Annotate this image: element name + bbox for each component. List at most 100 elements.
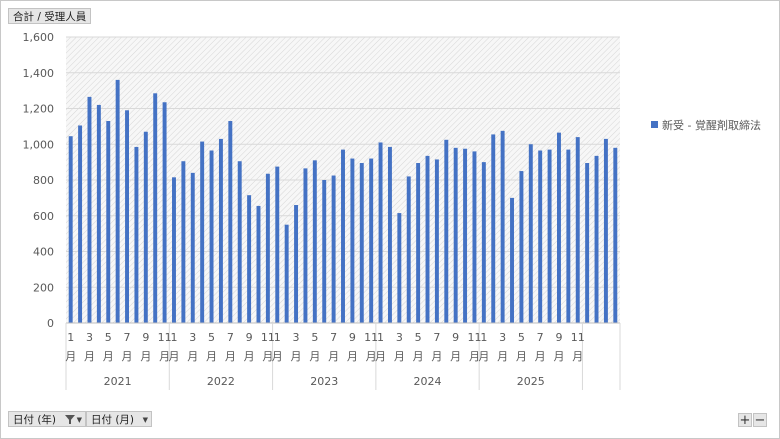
- bar: [200, 141, 205, 323]
- bar: [613, 147, 618, 323]
- month-field-button[interactable]: 日付 (月) ▼: [86, 411, 152, 427]
- legend-series-label: 新受 - 覚醒剤取締法: [662, 119, 761, 132]
- month-unit-label: 月: [244, 350, 255, 363]
- bar: [528, 144, 533, 323]
- bar: [209, 150, 214, 323]
- month-tick-label: 7: [537, 331, 544, 344]
- chevron-down-icon: ▼: [142, 416, 148, 424]
- month-tick-label: 1: [67, 331, 74, 344]
- month-tick-label: 11: [571, 331, 585, 344]
- month-tick-label: 11: [261, 331, 275, 344]
- y-tick-label: 1,200: [23, 103, 55, 116]
- legend-swatch: [651, 121, 658, 128]
- month-unit-label: 月: [553, 350, 564, 363]
- bar: [228, 121, 233, 323]
- chevron-down-icon: ▼: [76, 416, 82, 424]
- bar: [312, 160, 317, 323]
- month-tick-label: 5: [208, 331, 215, 344]
- year-label: 2024: [414, 375, 442, 388]
- month-unit-label: 月: [572, 350, 583, 363]
- bar: [510, 197, 514, 323]
- month-unit-label: 月: [84, 350, 95, 363]
- month-unit-label: 月: [347, 350, 358, 363]
- bar: [416, 163, 421, 323]
- year-label: 2025: [517, 375, 545, 388]
- month-tick-label: 3: [396, 331, 403, 344]
- bar: [350, 158, 355, 323]
- month-tick-label: 9: [349, 331, 356, 344]
- month-tick-label: 7: [227, 331, 234, 344]
- bar: [331, 175, 336, 323]
- bar: [359, 163, 364, 323]
- y-tick-label: 1,000: [23, 138, 55, 151]
- month-unit-label: 月: [262, 350, 273, 363]
- bar: [387, 146, 392, 323]
- year-field-label: 日付 (年): [13, 414, 57, 426]
- month-tick-label: 11: [158, 331, 172, 344]
- month-tick-label: 3: [293, 331, 300, 344]
- bar: [96, 104, 101, 323]
- month-tick-label: 1: [480, 331, 487, 344]
- bar: [481, 162, 486, 323]
- bar: [247, 195, 252, 323]
- y-tick-label: 800: [33, 174, 54, 187]
- bar: [237, 161, 242, 323]
- bar: [303, 168, 308, 323]
- collapse-button[interactable]: −: [753, 413, 767, 428]
- month-unit-label: 月: [394, 350, 405, 363]
- month-unit-label: 月: [413, 350, 424, 363]
- bar: [190, 172, 195, 323]
- bar: [322, 180, 327, 323]
- month-unit-label: 月: [140, 350, 151, 363]
- month-field-label: 日付 (月): [91, 414, 135, 426]
- bar: [575, 137, 580, 323]
- bar: [87, 96, 92, 323]
- month-unit-label: 月: [516, 350, 527, 363]
- bar: [500, 130, 505, 323]
- month-tick-label: 1: [170, 331, 177, 344]
- year-field-button[interactable]: 日付 (年) ▼: [8, 411, 86, 427]
- legend: 新受 - 覚醒剤取締法: [651, 116, 761, 135]
- value-field-button[interactable]: 合計 / 受理人員: [8, 8, 92, 24]
- month-tick-label: 1: [274, 331, 281, 344]
- bar: [453, 147, 458, 323]
- month-tick-label: 11: [364, 331, 378, 344]
- bar: [603, 138, 608, 323]
- bar: [406, 176, 411, 323]
- y-tick-label: 400: [33, 246, 54, 259]
- month-unit-label: 月: [291, 350, 302, 363]
- bar: [181, 161, 186, 323]
- month-unit-label: 月: [168, 350, 179, 363]
- bars: [68, 79, 618, 324]
- month-unit-label: 月: [366, 350, 377, 363]
- y-tick-label: 0: [47, 317, 54, 330]
- bar: [585, 163, 590, 323]
- bar: [218, 138, 223, 323]
- bar: [106, 121, 111, 323]
- month-tick-label: 11: [467, 331, 481, 344]
- month-unit-label: 月: [103, 350, 114, 363]
- bar: [341, 149, 345, 323]
- month-unit-label: 月: [450, 350, 461, 363]
- bar: [491, 134, 496, 323]
- bar: [594, 155, 599, 323]
- bar: [153, 93, 158, 324]
- expand-button[interactable]: +: [738, 413, 752, 428]
- year-label: 2022: [207, 375, 235, 388]
- month-tick-label: 5: [311, 331, 318, 344]
- month-unit-label: 月: [535, 350, 546, 363]
- month-tick-label: 7: [124, 331, 131, 344]
- bar: [566, 149, 571, 323]
- bar: [538, 150, 543, 323]
- month-tick-label: 5: [105, 331, 112, 344]
- month-tick-label: 9: [555, 331, 562, 344]
- month-unit-label: 月: [122, 350, 133, 363]
- month-unit-label: 月: [225, 350, 236, 363]
- month-tick-label: 9: [452, 331, 459, 344]
- y-tick-label: 200: [33, 281, 54, 294]
- bar: [294, 205, 299, 323]
- bar: [444, 139, 449, 323]
- bar: [463, 148, 468, 323]
- month-tick-label: 3: [86, 331, 93, 344]
- bar: [397, 213, 402, 323]
